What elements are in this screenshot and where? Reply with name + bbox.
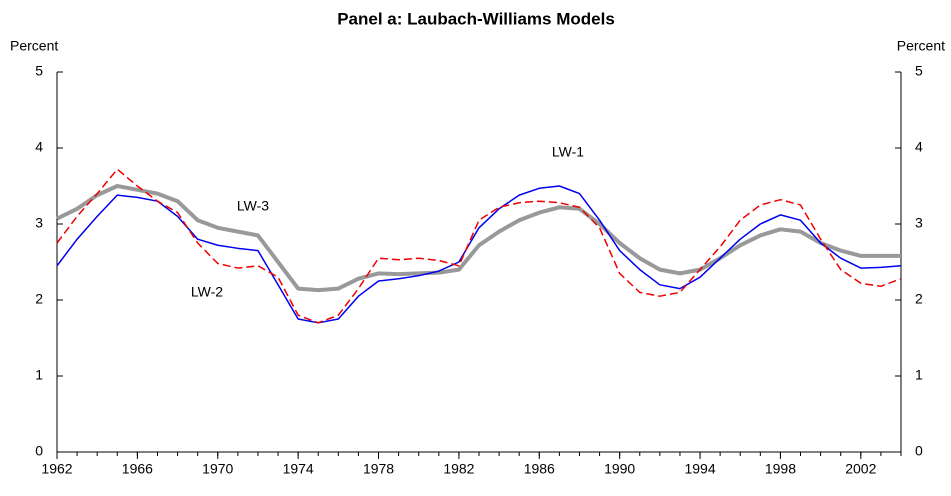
x-tick-label: 1970 (202, 461, 233, 477)
y-axis-label: Percent (10, 38, 58, 54)
series-label: LW-2 (191, 284, 223, 300)
x-tick-label: 1982 (443, 461, 474, 477)
y-tick-label: 2 (35, 291, 43, 307)
y-tick-label: 0 (35, 443, 43, 459)
y2-tick-label: 5 (915, 63, 923, 79)
y2-tick-label: 3 (915, 215, 923, 231)
x-tick-label: 1962 (41, 461, 72, 477)
x-tick-label: 1990 (604, 461, 635, 477)
x-tick-label: 1998 (765, 461, 796, 477)
y2-tick-label: 0 (915, 443, 923, 459)
y2-tick-label: 2 (915, 291, 923, 307)
chart-title: Panel a: Laubach-Williams Models (337, 9, 615, 28)
y-tick-label: 1 (35, 367, 43, 383)
x-tick-label: 1974 (283, 461, 314, 477)
series-label: LW-3 (237, 198, 269, 214)
x-tick-label: 2002 (845, 461, 876, 477)
y2-tick-label: 1 (915, 367, 923, 383)
series-line (56, 184, 901, 293)
y-tick-label: 3 (35, 215, 43, 231)
x-tick-label: 1994 (684, 461, 715, 477)
series-label: LW-1 (552, 144, 584, 160)
x-tick-label: 1978 (363, 461, 394, 477)
y-tick-label: 4 (35, 139, 43, 155)
y2-tick-label: 4 (915, 139, 923, 155)
x-tick-label: 1966 (122, 461, 153, 477)
y2-axis-label: Percent (897, 38, 945, 54)
series-line (56, 185, 902, 324)
x-tick-label: 1986 (524, 461, 555, 477)
series-line (56, 168, 902, 324)
y-tick-label: 5 (35, 63, 43, 79)
